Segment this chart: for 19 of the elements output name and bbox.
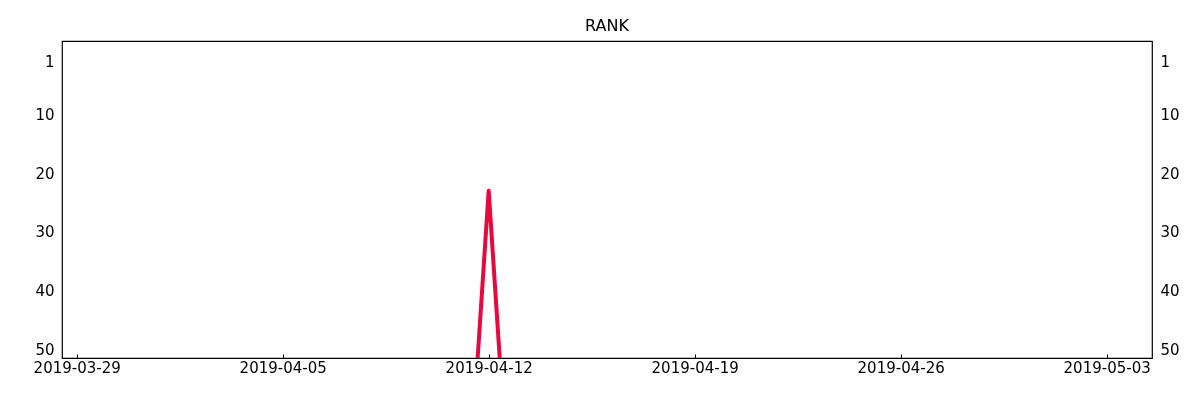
x-tick-label: 2019-04-26 [857, 358, 945, 377]
x-tick-label: 2019-04-12 [445, 358, 533, 377]
y-tick-label: 1 [44, 53, 55, 72]
chart-title: RANK [585, 16, 630, 35]
y2-tick-label: 30 [1160, 223, 1180, 242]
y-tick-label: 20 [35, 164, 55, 183]
x-tick-label: 2019-04-05 [239, 358, 327, 377]
y2-tick-label: 20 [1160, 164, 1180, 183]
y-tick-label: 30 [35, 223, 55, 242]
y2-tick-label: 50 [1160, 340, 1180, 359]
y-tick-label: 40 [35, 281, 55, 300]
y2-tick-label: 10 [1160, 105, 1180, 124]
x-tick-label: 2019-05-03 [1063, 358, 1151, 377]
y-tick-label: 50 [35, 340, 55, 359]
y-tick-label: 10 [35, 105, 55, 124]
y2-tick-label: 1 [1160, 53, 1171, 72]
y2-tick-label: 40 [1160, 281, 1180, 300]
x-tick-label: 2019-03-29 [33, 358, 121, 377]
x-tick-label: 2019-04-19 [651, 358, 739, 377]
